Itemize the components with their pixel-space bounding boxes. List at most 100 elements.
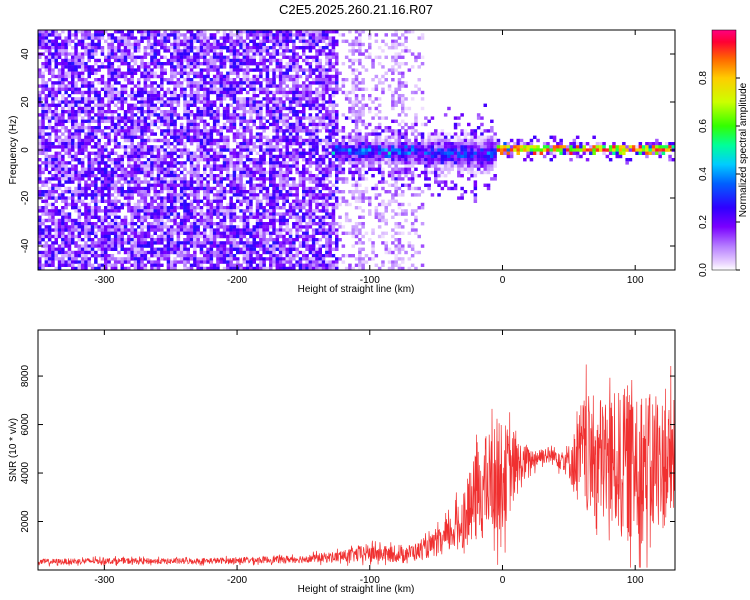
- heatmap-cell: [206, 186, 210, 191]
- heatmap-cell: [153, 254, 157, 258]
- heatmap-cell: [222, 158, 227, 162]
- heatmap-cell: [84, 138, 88, 143]
- heatmap-cell: [265, 266, 270, 270]
- heatmap-cell: [196, 186, 200, 191]
- heatmap-cell: [113, 116, 118, 120]
- heatmap-cell: [57, 49, 62, 53]
- heatmap-cell: [127, 106, 131, 111]
- heatmap-cell: [100, 193, 105, 197]
- heatmap-cell: [156, 30, 161, 34]
- heatmap-cell: [166, 122, 171, 127]
- heatmap-cell: [239, 170, 243, 175]
- heatmap-cell: [265, 212, 270, 216]
- heatmap-cell: [156, 167, 161, 171]
- heatmap-cell: [143, 234, 148, 239]
- heatmap-cell: [90, 174, 95, 178]
- heatmap-cell: [127, 78, 131, 82]
- heatmap-cell: [137, 257, 141, 261]
- heatmap-cell: [242, 138, 247, 143]
- heatmap-cell: [140, 122, 144, 127]
- heatmap-cell: [77, 266, 82, 270]
- heatmap-cell: [269, 145, 273, 149]
- heatmap-cell: [239, 250, 243, 255]
- heatmap-cell: [123, 180, 128, 184]
- heatmap-cell: [285, 62, 289, 66]
- heatmap-cell: [64, 180, 68, 184]
- heatmap-cell: [212, 58, 217, 63]
- heatmap-cell: [127, 158, 131, 162]
- heatmap-cell: [61, 177, 65, 181]
- heatmap-cell: [262, 122, 266, 127]
- heatmap-cell: [186, 30, 190, 34]
- heatmap-cell: [94, 113, 98, 117]
- heatmap-cell: [130, 244, 134, 248]
- heatmap-cell: [219, 78, 223, 82]
- heatmap-cell: [137, 135, 141, 139]
- heatmap-cell: [308, 90, 313, 95]
- heatmap-cell: [212, 55, 217, 59]
- heatmap-cell: [242, 52, 247, 56]
- heatmap-cell: [299, 270, 303, 273]
- heatmap-cell: [222, 62, 227, 66]
- heatmap-cell: [140, 106, 144, 111]
- heatmap-cell: [140, 161, 144, 165]
- heatmap-cell: [130, 110, 134, 114]
- heatmap-cell: [97, 142, 101, 146]
- heatmap-cell: [255, 30, 260, 34]
- heatmap-cell: [199, 234, 204, 239]
- heatmap-cell: [311, 209, 316, 213]
- heatmap-cell: [302, 263, 306, 267]
- heatmap-cell: [84, 225, 88, 229]
- heatmap-cell: [210, 270, 214, 273]
- heatmap-cell: [269, 247, 273, 251]
- heatmap-cell: [156, 266, 161, 270]
- heatmap-cell: [259, 270, 263, 273]
- heatmap-cell: [146, 65, 151, 69]
- heatmap-cell: [176, 174, 181, 178]
- heatmap-cell: [259, 113, 263, 117]
- heatmap-cell: [292, 97, 296, 101]
- heatmap-cell: [272, 247, 276, 251]
- heatmap-cell: [278, 74, 283, 79]
- heatmap-cell: [292, 247, 296, 251]
- heatmap-cell: [120, 97, 124, 101]
- heatmap-cell: [113, 225, 118, 229]
- heatmap-cell: [117, 250, 121, 255]
- heatmap-cell: [305, 42, 309, 47]
- heatmap-cell: [150, 119, 154, 123]
- heatmap-cell: [308, 202, 313, 207]
- heatmap-cell: [292, 65, 296, 69]
- heatmap-cell: [292, 222, 296, 226]
- heatmap-cell: [176, 247, 181, 251]
- heatmap-cell: [110, 241, 115, 245]
- heatmap-cell: [97, 94, 101, 98]
- heatmap-cell: [255, 46, 260, 50]
- heatmap-cell: [288, 33, 293, 37]
- heatmap-cell: [275, 164, 280, 168]
- heatmap-cell: [179, 231, 184, 235]
- heatmap-cell: [285, 119, 289, 123]
- heatmap-cell: [308, 177, 313, 181]
- heatmap-cell: [97, 154, 101, 159]
- heatmap-cell: [242, 254, 247, 258]
- heatmap-cell: [209, 241, 214, 245]
- heatmap-cell: [100, 199, 105, 203]
- heatmap-cell: [269, 97, 273, 101]
- heatmap-cell: [186, 71, 190, 75]
- heatmap-cell: [222, 215, 227, 219]
- heatmap-cell: [166, 183, 171, 187]
- heatmap-cell: [249, 241, 253, 245]
- heatmap-cell: [245, 90, 250, 95]
- heatmap-cell: [222, 90, 227, 95]
- heatmap-cell: [275, 74, 280, 79]
- heatmap-cell: [199, 55, 204, 59]
- heatmap-cell: [137, 78, 141, 82]
- heatmap-cell: [80, 138, 85, 143]
- heatmap-cell: [232, 122, 237, 127]
- heatmap-cell: [130, 193, 134, 197]
- heatmap-cell: [236, 62, 240, 66]
- heatmap-cell: [242, 58, 247, 63]
- heatmap-cell: [232, 68, 237, 72]
- figure-title: C2E5.2025.260.21.16.R07: [279, 2, 433, 17]
- heatmap-cell: [219, 183, 223, 187]
